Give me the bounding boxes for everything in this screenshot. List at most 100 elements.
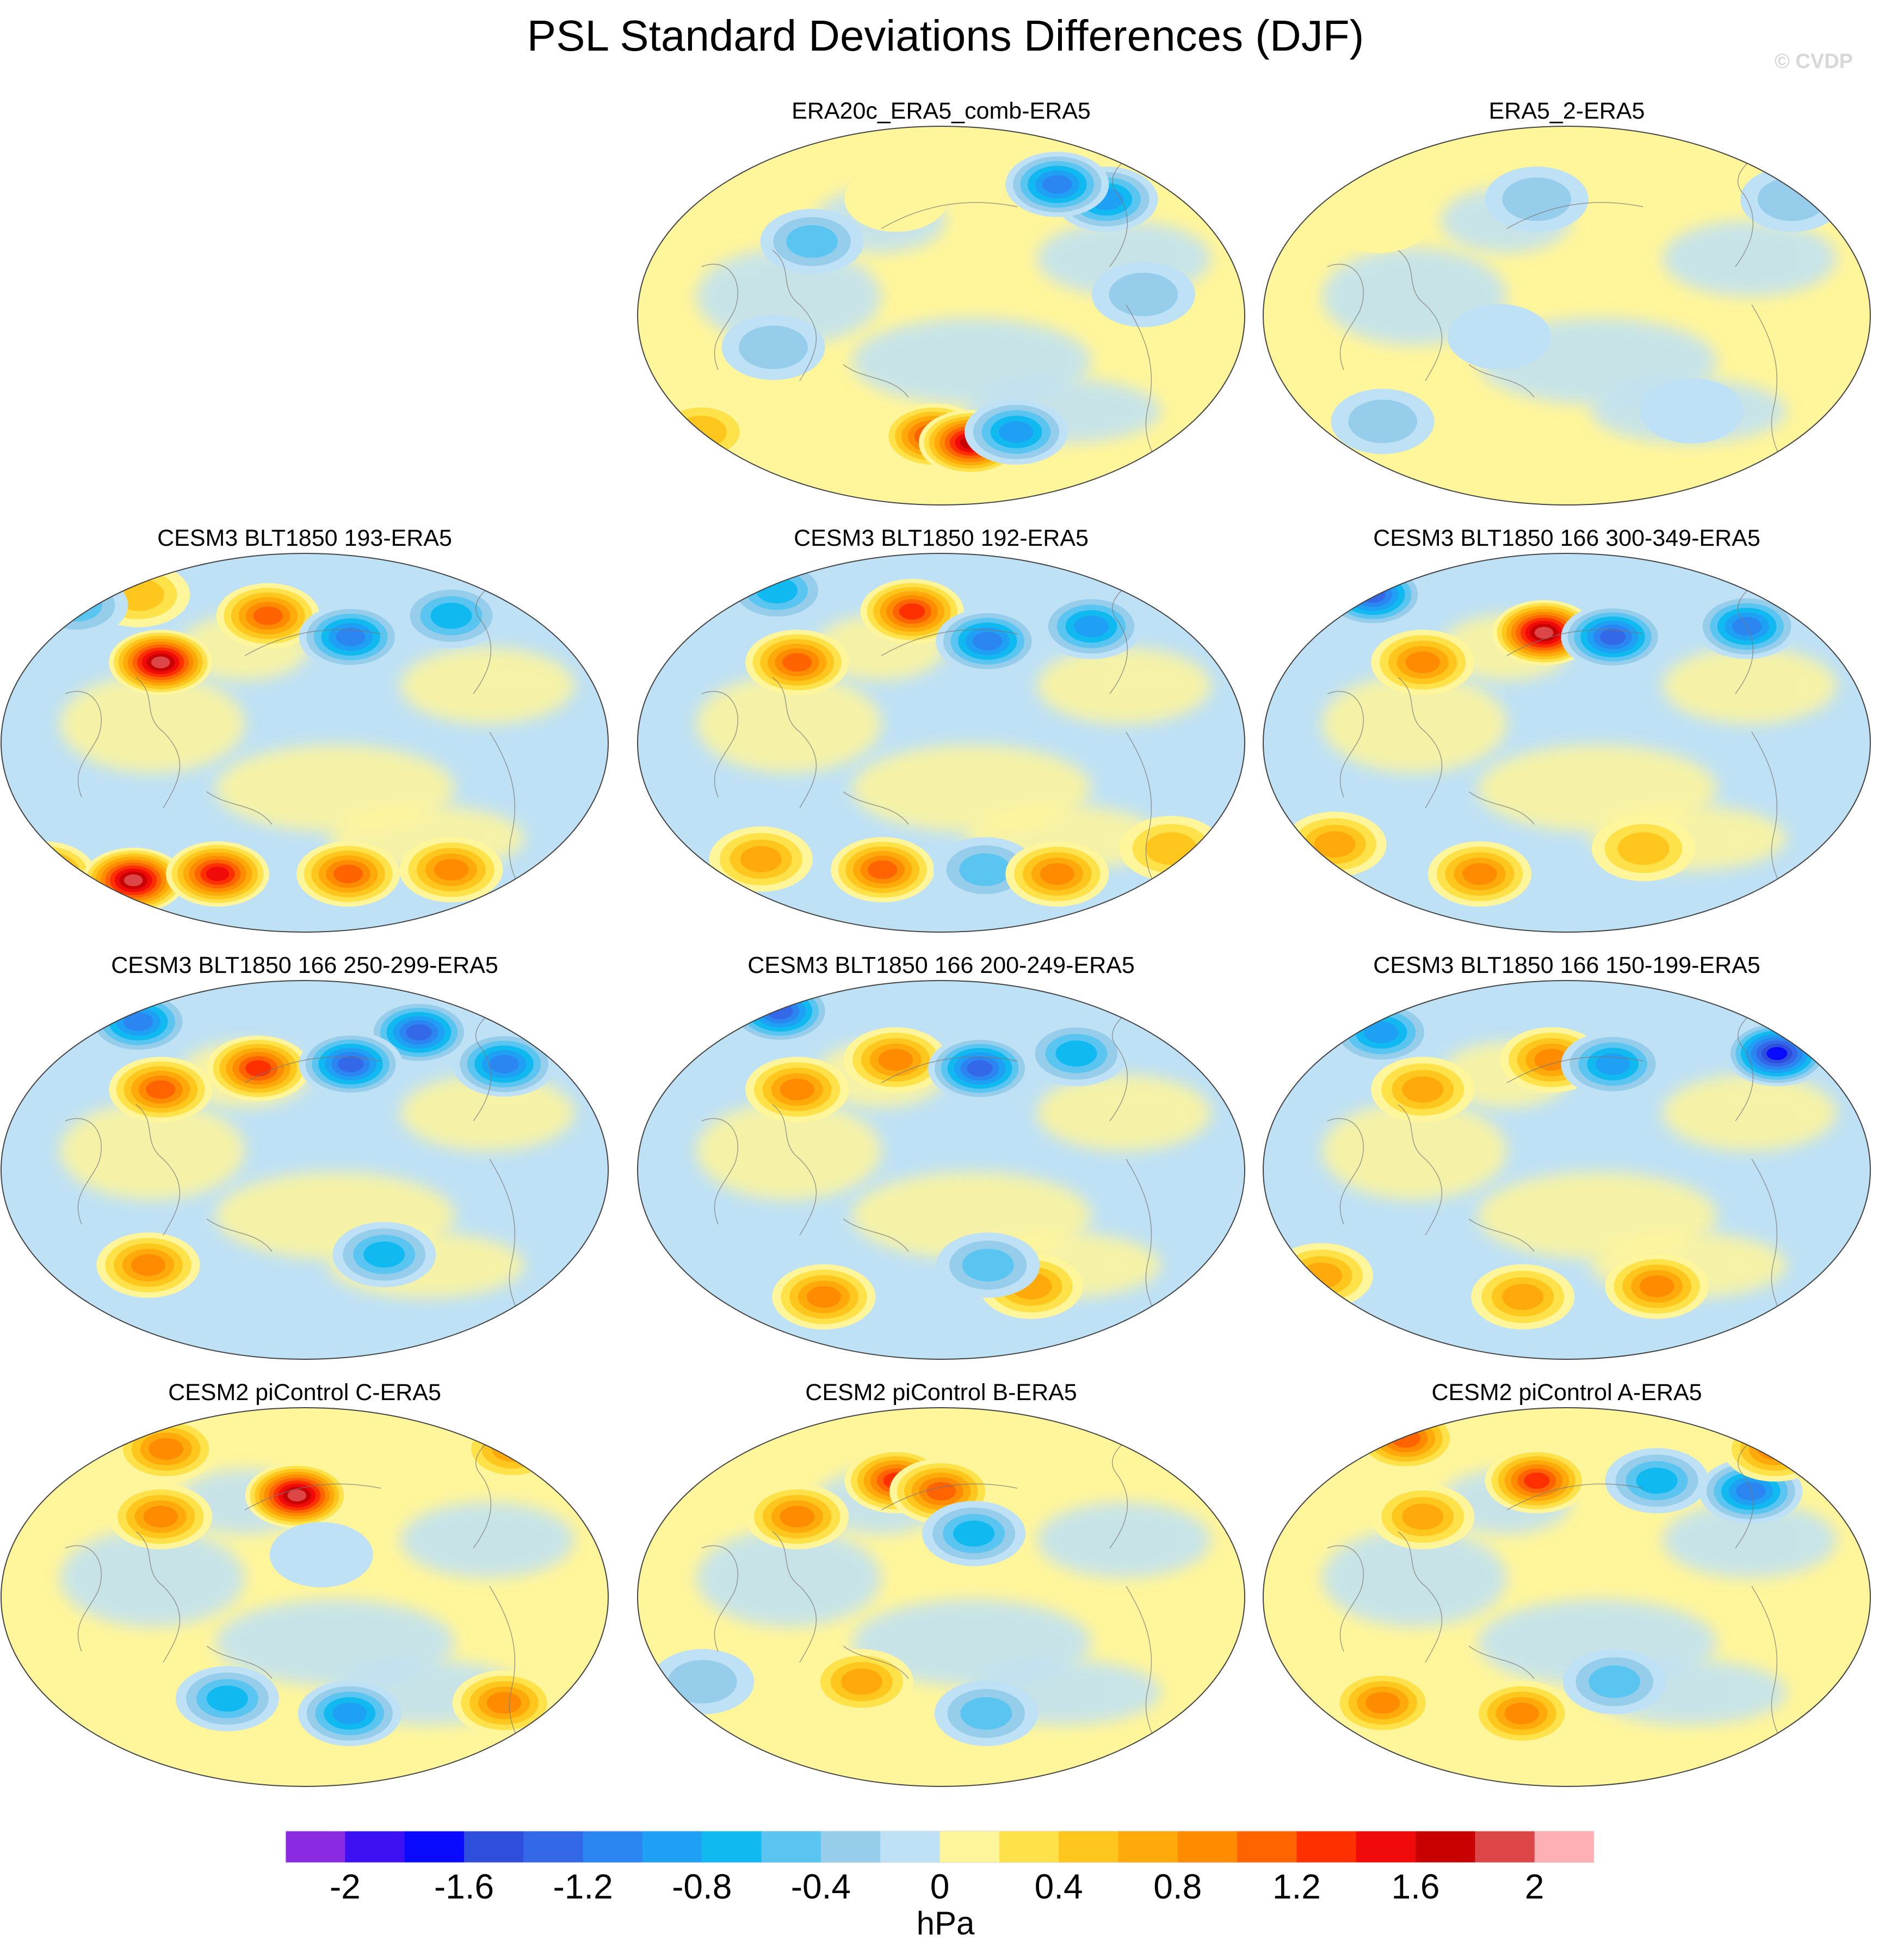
map-panel <box>637 980 1245 1360</box>
map-patch <box>1322 1102 1507 1200</box>
colorbar-tick-label: 0 <box>930 1867 950 1906</box>
anomaly-contour <box>151 656 170 669</box>
colorbar-box <box>404 1831 465 1863</box>
map-panel <box>637 126 1245 506</box>
map-patch <box>1663 220 1837 297</box>
anomaly-contour <box>962 1249 1014 1281</box>
panel-title: CESM3 BLT1850 166 150-199-ERA5 <box>1373 952 1760 978</box>
anomaly-contour <box>1364 1021 1399 1044</box>
coastline <box>772 250 817 381</box>
colorbar-tick-label: 1.2 <box>1272 1867 1321 1906</box>
colorbar-box <box>880 1831 940 1863</box>
colorbar-box <box>286 1831 345 1863</box>
map-outline <box>1263 980 1871 1360</box>
anomaly-contour <box>1599 628 1626 645</box>
panel-title: CESM3 BLT1850 166 300-349-ERA5 <box>1373 525 1760 551</box>
watermark: © CVDP <box>1774 50 1853 73</box>
colorbar-box <box>583 1831 643 1863</box>
anomaly-contour <box>782 653 812 672</box>
panel-title: CESM3 BLT1850 192-ERA5 <box>794 525 1089 551</box>
coastline <box>65 1118 102 1225</box>
coastline <box>1468 1645 1535 1679</box>
anomaly-contour <box>973 632 1003 651</box>
colorbar-box <box>702 1831 762 1863</box>
anomaly-contour <box>1640 378 1744 443</box>
map-panel <box>1263 553 1871 933</box>
anomaly-contour <box>1405 651 1440 674</box>
coastline <box>1327 263 1364 371</box>
coastline <box>1398 677 1443 809</box>
coastline <box>244 629 381 656</box>
panel-title: CESM2 piControl C-ERA5 <box>168 1379 441 1406</box>
anomaly-contour <box>1055 1040 1097 1067</box>
colorbar-tick-label: 0.4 <box>1034 1867 1083 1906</box>
panel-title: CESM3 BLT1850 166 250-299-ERA5 <box>111 952 498 978</box>
anomaly-contour <box>1766 1047 1788 1061</box>
colorbar-tick-label: 2 <box>1524 1867 1544 1906</box>
anomaly-contour <box>1639 1275 1674 1297</box>
colorbar-box <box>1237 1831 1297 1863</box>
panel-title: ERA5_2-ERA5 <box>1488 98 1645 124</box>
anomaly-contour <box>1589 1665 1641 1698</box>
coastline <box>843 1645 909 1679</box>
coastline <box>843 791 909 825</box>
anomaly-contour <box>1534 626 1554 639</box>
map-patch <box>696 675 881 773</box>
map-patch <box>60 1529 245 1627</box>
map-outline <box>1263 126 1871 506</box>
map-patch <box>400 648 574 724</box>
anomaly-contour <box>206 1685 248 1712</box>
coastline <box>1327 691 1364 798</box>
coastline <box>65 1545 102 1652</box>
coastline <box>1398 1104 1443 1236</box>
map-patch <box>1322 675 1507 773</box>
anomaly-contour <box>1327 188 1431 253</box>
colorbar-box <box>1296 1831 1357 1863</box>
map-patch <box>60 1102 245 1200</box>
anomaly-contour <box>1348 399 1417 443</box>
map-outline <box>1263 553 1871 933</box>
coastline <box>772 1104 817 1236</box>
anomaly-contour <box>780 1078 814 1101</box>
colorbar-tick-label: 0.8 <box>1153 1867 1202 1906</box>
colorbar-box <box>1416 1831 1475 1863</box>
colorbar-box <box>1534 1831 1595 1863</box>
map-panel <box>637 1407 1245 1787</box>
figure-title: PSL Standard Deviations Differences (DJF… <box>527 11 1364 60</box>
anomaly-contour <box>786 225 838 258</box>
map-outline <box>637 126 1245 506</box>
anomaly-contour <box>1042 175 1072 194</box>
anomaly-contour <box>1502 177 1572 221</box>
colorbar-tick-label: -2 <box>329 1867 361 1906</box>
colorbar-box <box>1059 1831 1118 1863</box>
colorbar-box <box>1475 1831 1535 1863</box>
anomaly-contour <box>337 1056 364 1073</box>
map-patch <box>60 675 245 773</box>
anomaly-contour <box>1365 1692 1400 1714</box>
coastline <box>1506 202 1643 229</box>
colorbar-box <box>1118 1831 1178 1863</box>
anomaly-contour <box>878 1049 913 1071</box>
anomaly-contour <box>486 1692 522 1714</box>
anomaly-contour <box>123 1012 153 1031</box>
colorbar-tick-label: -0.4 <box>790 1867 851 1906</box>
anomaly-contour <box>1402 1076 1444 1103</box>
coastline <box>1327 1118 1364 1225</box>
coastline <box>1468 1218 1535 1252</box>
coastline <box>772 1531 817 1663</box>
map-patch <box>400 1075 574 1151</box>
coastline <box>772 677 817 809</box>
map-patch <box>1663 1502 1837 1578</box>
coastline <box>701 691 738 798</box>
map-patch <box>1037 1075 1211 1151</box>
anomaly-contour <box>841 1668 882 1695</box>
map-outline <box>637 553 1245 933</box>
coastline <box>881 629 1018 656</box>
anomaly-contour <box>123 874 143 886</box>
colorbar-box <box>523 1831 584 1863</box>
panel-title: CESM3 BLT1850 166 200-249-ERA5 <box>747 952 1135 978</box>
anomaly-contour <box>1534 1049 1569 1071</box>
anomaly-contour <box>489 1055 519 1074</box>
coastline <box>206 1218 273 1252</box>
